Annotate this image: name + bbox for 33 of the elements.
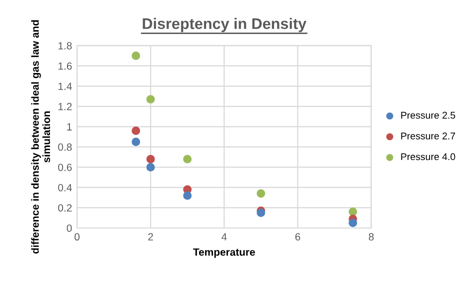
point: [146, 95, 155, 104]
y-tick-label: 0.6: [58, 164, 72, 172]
legend-label: Pressure 2.5: [401, 112, 456, 119]
point: [256, 189, 266, 198]
point: [256, 208, 266, 218]
x-tick-label: 2: [148, 233, 153, 240]
legend-label: Pressure 2.7: [401, 132, 456, 140]
chart-title: Disreptency in Density: [142, 18, 306, 32]
y-tick-label: 1.4: [58, 82, 72, 90]
y-tick-label: 0.4: [58, 184, 72, 192]
point: [183, 191, 192, 200]
y-tick-label: 1.6: [58, 62, 72, 70]
x-tick-label: 6: [295, 233, 300, 241]
x-tick-label: 4: [222, 233, 227, 240]
x-tick-label: 0: [74, 233, 80, 241]
y-axis-title: difference in density between ideal gas law and simulation: [31, 20, 50, 254]
point: [348, 208, 358, 216]
y-tick-label: 1.8: [58, 42, 72, 50]
point: [132, 51, 140, 60]
legend-label: Pressure 4.0: [401, 153, 456, 160]
point: [146, 154, 155, 164]
x-axis-title: Temperature: [193, 248, 255, 258]
point: [132, 126, 140, 135]
y-tick-label: 0.8: [58, 143, 72, 151]
y-tick-label: 0.2: [58, 204, 72, 212]
y-tick-label: 1.2: [58, 102, 72, 110]
point: [146, 162, 155, 172]
y-tick-label: 1: [67, 123, 72, 130]
x-tick-label: 8: [368, 233, 374, 241]
point: [132, 138, 140, 146]
y-tick-label: 0: [66, 224, 72, 232]
point: [183, 154, 192, 164]
point: [348, 218, 358, 228]
